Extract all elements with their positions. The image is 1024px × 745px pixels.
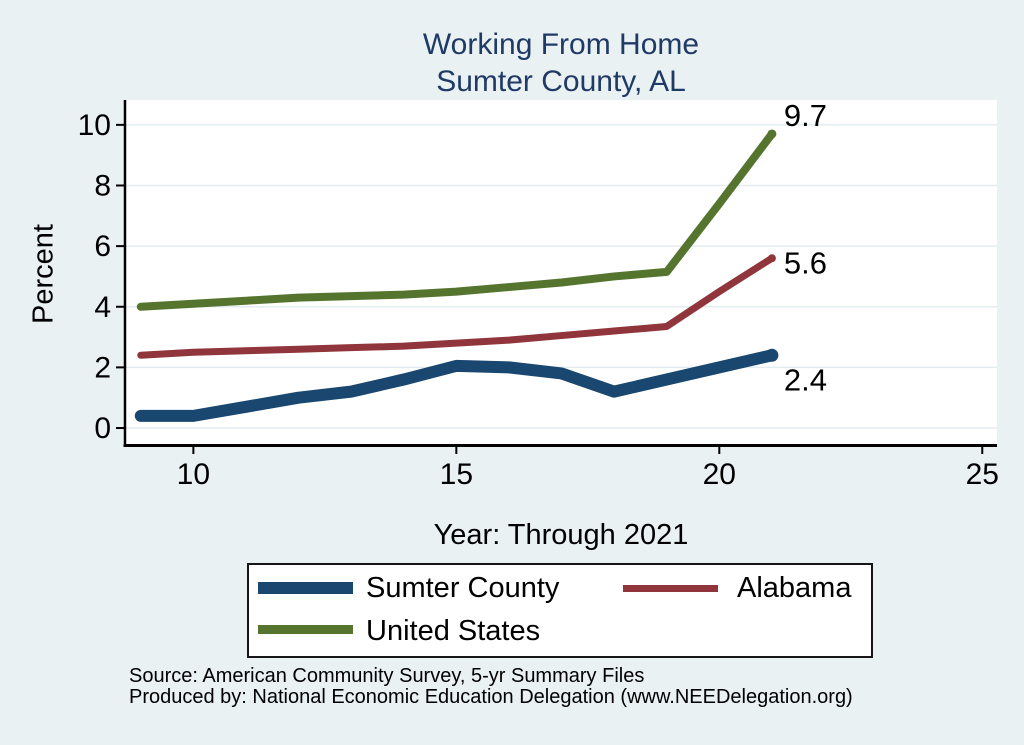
legend-swatch-sumter-county [258, 582, 353, 594]
x-tick-label-20: 20 [703, 458, 736, 491]
chart-title: Working From Home Sumter County, AL [125, 26, 997, 100]
produced-by-line: Produced by: National Economic Education… [129, 686, 853, 708]
plot-background [125, 100, 997, 445]
legend-label-united-states: United States [366, 615, 541, 647]
legend-label-sumter-county: Sumter County [366, 572, 560, 604]
y-tick-label-2: 2 [94, 351, 111, 384]
x-tick-label-10: 10 [177, 458, 210, 491]
y-tick-label-10: 10 [78, 109, 111, 142]
legend-label-alabama: Alabama [737, 572, 852, 604]
y-tick-label-6: 6 [94, 230, 111, 263]
source-notes: Source: American Community Survey, 5-yr … [129, 666, 853, 708]
end-label-sumter-county: 2.4 [784, 362, 827, 397]
x-tick-label-25: 25 [966, 458, 999, 491]
x-tick-label-15: 15 [440, 458, 473, 491]
legend-swatch-united-states [258, 625, 353, 634]
series-line-united-states [136, 129, 776, 311]
y-tick-label-8: 8 [94, 169, 111, 202]
series-end-marker-united-states [767, 129, 777, 139]
end-label-united-states: 9.7 [784, 98, 827, 133]
series-end-marker-alabama [767, 254, 776, 263]
series-line-alabama [137, 254, 776, 359]
y-tick-label-4: 4 [94, 291, 111, 324]
chart-title-line1: Working From Home [422, 28, 700, 61]
legend-swatch-alabama [623, 585, 718, 592]
source-line: Source: American Community Survey, 5-yr … [129, 665, 645, 687]
series-line-sumter-county [134, 349, 778, 422]
end-label-alabama: 5.6 [784, 245, 827, 280]
legend: Sumter County Alabama United States [247, 563, 873, 658]
y-axis-title: Percent [27, 224, 60, 324]
y-tick-label-0: 0 [94, 412, 111, 445]
x-axis-title: Year: Through 2021 [433, 519, 689, 551]
plot-area: 0 2 4 6 8 10 10 15 20 25 2.4 5.6 9.7 [78, 98, 999, 491]
chart-title-line2: Sumter County, AL [436, 65, 686, 98]
series-end-marker-sumter-county [765, 348, 779, 362]
